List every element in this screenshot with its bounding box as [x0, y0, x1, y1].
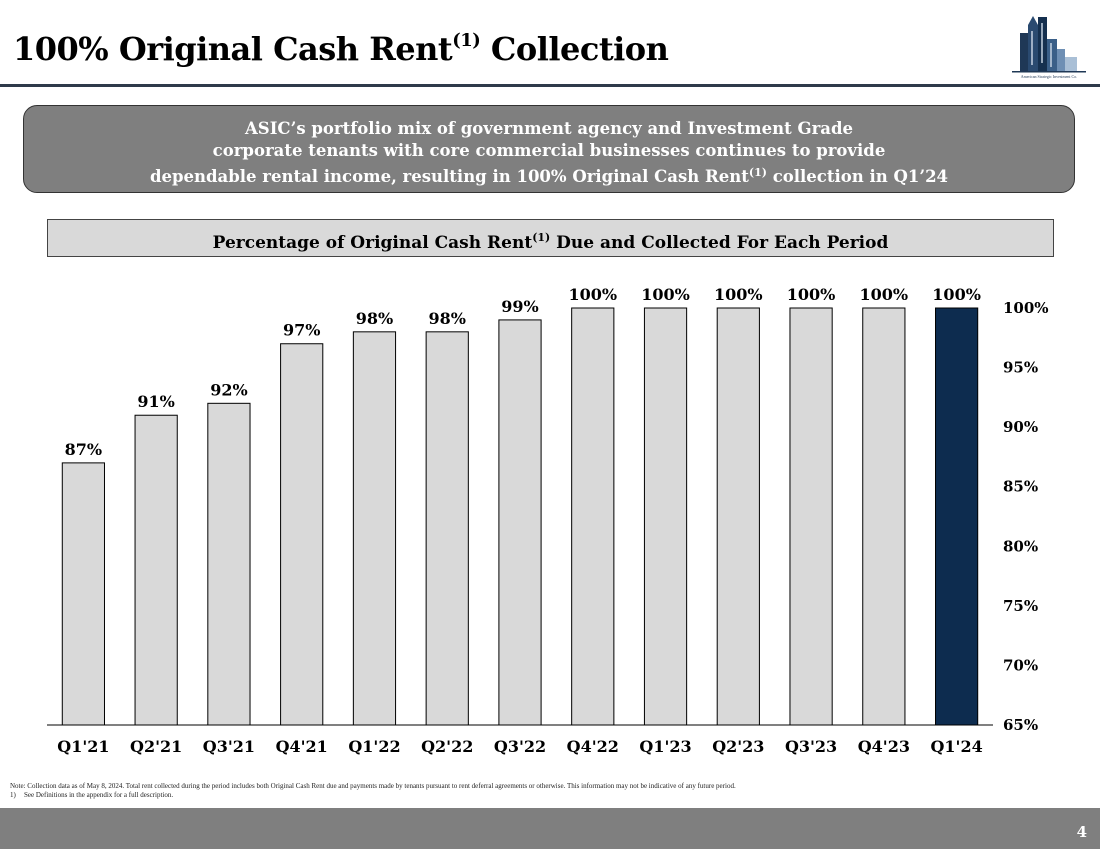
callout-line-3: dependable rental income, resulting in 1… — [24, 162, 1074, 188]
x-tick-label: Q1'22 — [348, 737, 400, 756]
title-footnote-marker: (1) — [452, 30, 481, 51]
company-logo: American Strategic Investment Co. — [1006, 13, 1092, 81]
x-tick-label: Q2'23 — [712, 737, 764, 756]
data-label: 87% — [65, 440, 102, 459]
x-tick-label: Q1'21 — [57, 737, 109, 756]
x-tick-label: Q3'22 — [494, 737, 546, 756]
x-tick-label: Q4'21 — [276, 737, 328, 756]
x-tick-label: Q1'23 — [639, 737, 691, 756]
collection-bar-chart: 87% Q1'21 91% Q2'21 92% Q3'21 97% Q4'21 98% Q1'22… — [47, 285, 1049, 756]
data-label: 100% — [568, 285, 617, 304]
y-tick-label: 80% — [1003, 537, 1038, 555]
summary-callout: ASIC’s portfolio mix of government agenc… — [23, 105, 1075, 193]
bar — [862, 307, 906, 726]
y-tick-label: 75% — [1003, 597, 1038, 615]
bar-highlight — [935, 307, 979, 726]
data-label: 100% — [932, 285, 981, 304]
y-tick-label: 85% — [1003, 478, 1038, 496]
x-tick-label: Q4'22 — [567, 737, 619, 756]
x-tick-label: Q2'22 — [421, 737, 473, 756]
callout-line-3b: collection in Q1’24 — [766, 167, 949, 186]
bar — [207, 402, 251, 726]
title-main: 100% Original Cash Rent — [13, 30, 453, 68]
data-label: 100% — [860, 285, 909, 304]
x-tick-label: Q3'21 — [203, 737, 255, 756]
footnote-text: See Definitions in the appendix for a fu… — [24, 791, 174, 799]
data-label: 100% — [787, 285, 836, 304]
header-divider — [0, 84, 1100, 87]
data-label: 98% — [428, 309, 465, 328]
y-tick-label: 95% — [1003, 359, 1038, 377]
x-tick-label: Q1'24 — [930, 737, 982, 756]
x-tick-label: Q3'23 — [785, 737, 837, 756]
chart-title-end: Due and Collected For Each Period — [550, 233, 889, 253]
callout-line-1: ASIC’s portfolio mix of government agenc… — [245, 119, 853, 138]
chart-title: Percentage of Original Cash Rent(1) Due … — [47, 219, 1054, 257]
logo-caption: American Strategic Investment Co. — [1021, 74, 1077, 79]
bar — [571, 307, 615, 726]
bar — [789, 307, 833, 726]
bar — [352, 331, 397, 726]
footnote-number: 1) — [10, 791, 16, 799]
page-number: 4 — [1076, 823, 1087, 841]
data-label: 98% — [356, 309, 393, 328]
callout-line-3a: dependable rental income, resulting in 1… — [149, 167, 749, 186]
data-label: 100% — [714, 285, 763, 304]
data-label: 100% — [641, 285, 690, 304]
bar — [61, 462, 105, 726]
y-tick-label: 70% — [1003, 656, 1038, 674]
y-tick-label: 100% — [1003, 299, 1049, 317]
bar — [425, 331, 469, 726]
x-tick-label: Q4'23 — [858, 737, 910, 756]
collection-note: Note: Collection data as of May 8, 2024.… — [10, 782, 736, 790]
chart-title-footnote-marker: (1) — [532, 231, 551, 244]
y-tick-label: 90% — [1003, 418, 1038, 436]
callout-line-2: corporate tenants with core commercial b… — [212, 141, 886, 160]
bar — [280, 343, 324, 726]
chart-title-main: Percentage of Original Cash Rent — [212, 233, 533, 253]
y-tick-label: 65% — [1003, 716, 1038, 734]
page-title: 100% Original Cash Rent(1) Collection — [13, 30, 669, 68]
data-label: 92% — [210, 380, 247, 399]
x-tick-label: Q2'21 — [130, 737, 182, 756]
city-skyline-logo-icon: American Strategic Investment Co. — [1012, 16, 1086, 79]
data-label: 99% — [501, 297, 538, 316]
bar — [134, 414, 178, 726]
data-label: 97% — [283, 321, 320, 340]
footnote-1: 1) See Definitions in the appendix for a … — [10, 791, 736, 800]
bar — [643, 307, 688, 726]
data-label: 91% — [137, 392, 174, 411]
bar — [498, 319, 542, 726]
callout-footnote-marker: (1) — [748, 166, 767, 179]
bar — [716, 307, 760, 726]
footnotes: Note: Collection data as of May 8, 2024.… — [10, 782, 736, 800]
footer-bar: 4 — [0, 808, 1100, 849]
title-end: Collection — [480, 30, 669, 68]
